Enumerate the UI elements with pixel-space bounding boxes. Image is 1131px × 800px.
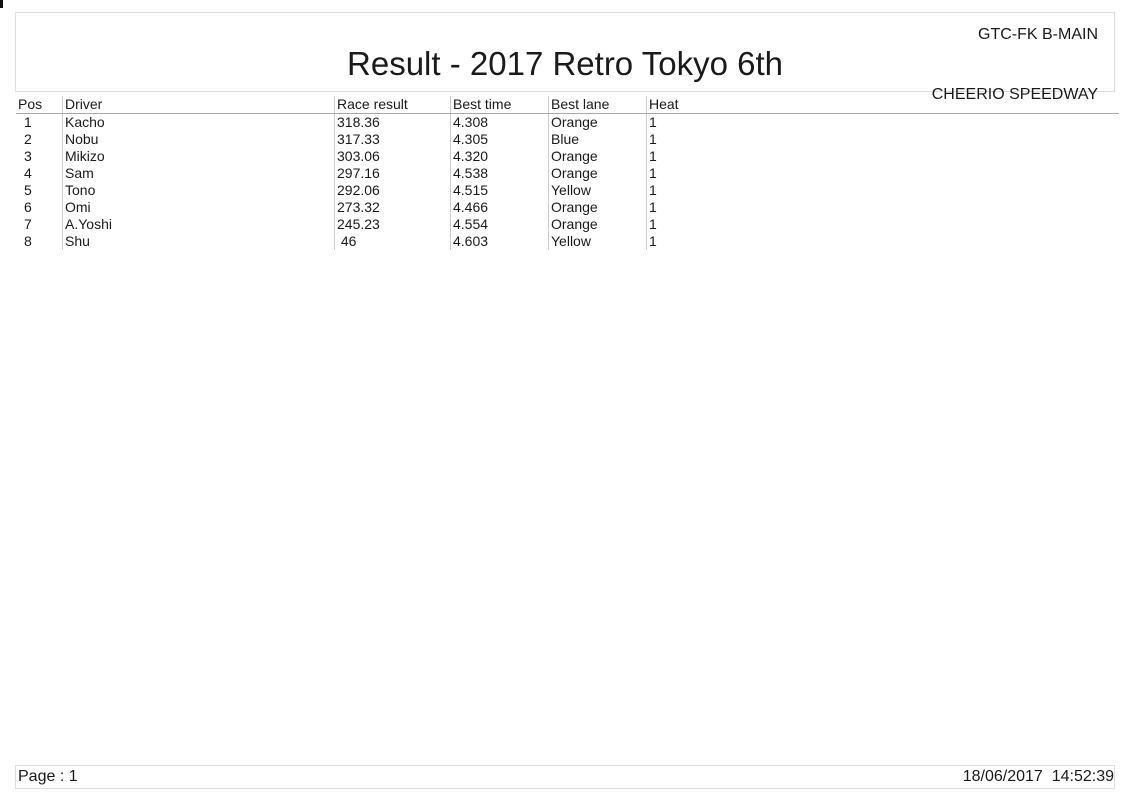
cell-race-result: 318.36: [334, 113, 451, 131]
cell-heat: 1: [646, 165, 1119, 182]
cell-best-time: 4.603: [450, 233, 549, 250]
cell-heat: 1: [646, 199, 1119, 216]
column-header-pos: Pos: [16, 96, 63, 114]
cell-driver: Omi: [62, 199, 335, 216]
table-row: 3 Mikizo 303.06 4.320 Orange 1: [16, 148, 1119, 165]
column-header-best-lane: Best lane: [548, 96, 647, 114]
cell-race-result: 303.06: [334, 148, 451, 165]
report-footer: Page : 1 18/06/2017 14:52:39: [15, 765, 1115, 789]
cell-pos: 6: [24, 199, 32, 215]
table-row: 4 Sam 297.16 4.538 Orange 1: [16, 165, 1119, 182]
cell-pos: 1: [24, 114, 32, 130]
table-row: 6 Omi 273.32 4.466 Orange 1: [16, 199, 1119, 216]
cell-driver: Tono: [62, 182, 335, 199]
cell-best-time: 4.305: [450, 131, 549, 148]
table-row: 5 Tono 292.06 4.515 Yellow 1: [16, 182, 1119, 199]
cell-race-result: 46: [334, 233, 451, 250]
cell-pos: 4: [24, 165, 32, 181]
cell-driver: Nobu: [62, 131, 335, 148]
cell-best-time: 4.538: [450, 165, 549, 182]
cell-driver: Mikizo: [62, 148, 335, 165]
cell-race-result: 317.33: [334, 131, 451, 148]
column-header-driver: Driver: [62, 96, 335, 114]
print-timestamp: 18/06/2017 14:52:39: [962, 768, 1114, 785]
column-header-best-time: Best time: [450, 96, 549, 114]
cell-heat: 1: [646, 216, 1119, 233]
cell-pos: 7: [24, 216, 32, 232]
column-header-heat: Heat: [646, 96, 1119, 114]
cell-best-lane: Yellow: [548, 182, 647, 199]
results-table: Pos Driver Race result Best time Best lane He…: [16, 96, 1119, 250]
cell-best-lane: Orange: [548, 165, 647, 182]
cell-best-time: 4.554: [450, 216, 549, 233]
cell-heat: 1: [646, 182, 1119, 199]
cell-pos: 3: [24, 148, 32, 164]
table-row: 2 Nobu 317.33 4.305 Blue 1: [16, 131, 1119, 148]
cell-race-result: 297.16: [334, 165, 451, 182]
cell-best-time: 4.320: [450, 148, 549, 165]
report-header: GTC-FK B-MAIN Result - 2017 Retro Tokyo …: [15, 12, 1115, 103]
cell-best-lane: Orange: [548, 148, 647, 165]
cell-heat: 1: [646, 148, 1119, 165]
cell-best-lane: Blue: [548, 131, 647, 148]
cell-best-time: 4.515: [450, 182, 549, 199]
cell-pos: 5: [24, 182, 32, 198]
cell-heat: 1: [646, 233, 1119, 250]
cell-best-time: 4.466: [450, 199, 549, 216]
table-header-row: Pos Driver Race result Best time Best lane He…: [16, 96, 1119, 114]
event-class: GTC-FK B-MAIN: [978, 26, 1098, 43]
cell-race-result: 245.23: [334, 216, 451, 233]
table-row: 7 A.Yoshi 245.23 4.554 Orange 1: [16, 216, 1119, 233]
cell-race-result: 292.06: [334, 182, 451, 199]
cell-best-lane: Orange: [548, 113, 647, 131]
cell-heat: 1: [646, 131, 1119, 148]
cell-driver: Sam: [62, 165, 335, 182]
cell-pos: 8: [24, 233, 32, 249]
table-row: 8 Shu 46 4.603 Yellow 1: [16, 233, 1119, 250]
cell-pos: 2: [24, 131, 32, 147]
page-title: Result - 2017 Retro Tokyo 6th: [347, 45, 783, 82]
cell-driver: A.Yoshi: [62, 216, 335, 233]
cell-best-lane: Orange: [548, 216, 647, 233]
scan-mark: [0, 0, 3, 8]
cell-best-lane: Yellow: [548, 233, 647, 250]
cell-driver: Shu: [62, 233, 335, 250]
column-header-race-result: Race result: [334, 96, 451, 114]
cell-heat: 1: [646, 113, 1119, 131]
cell-driver: Kacho: [62, 113, 335, 131]
cell-best-lane: Orange: [548, 199, 647, 216]
cell-race-result: 273.32: [334, 199, 451, 216]
page-number: Page : 1: [18, 768, 78, 785]
cell-best-time: 4.308: [450, 113, 549, 131]
table-row: 1 Kacho 318.36 4.308 Orange 1: [16, 113, 1119, 131]
